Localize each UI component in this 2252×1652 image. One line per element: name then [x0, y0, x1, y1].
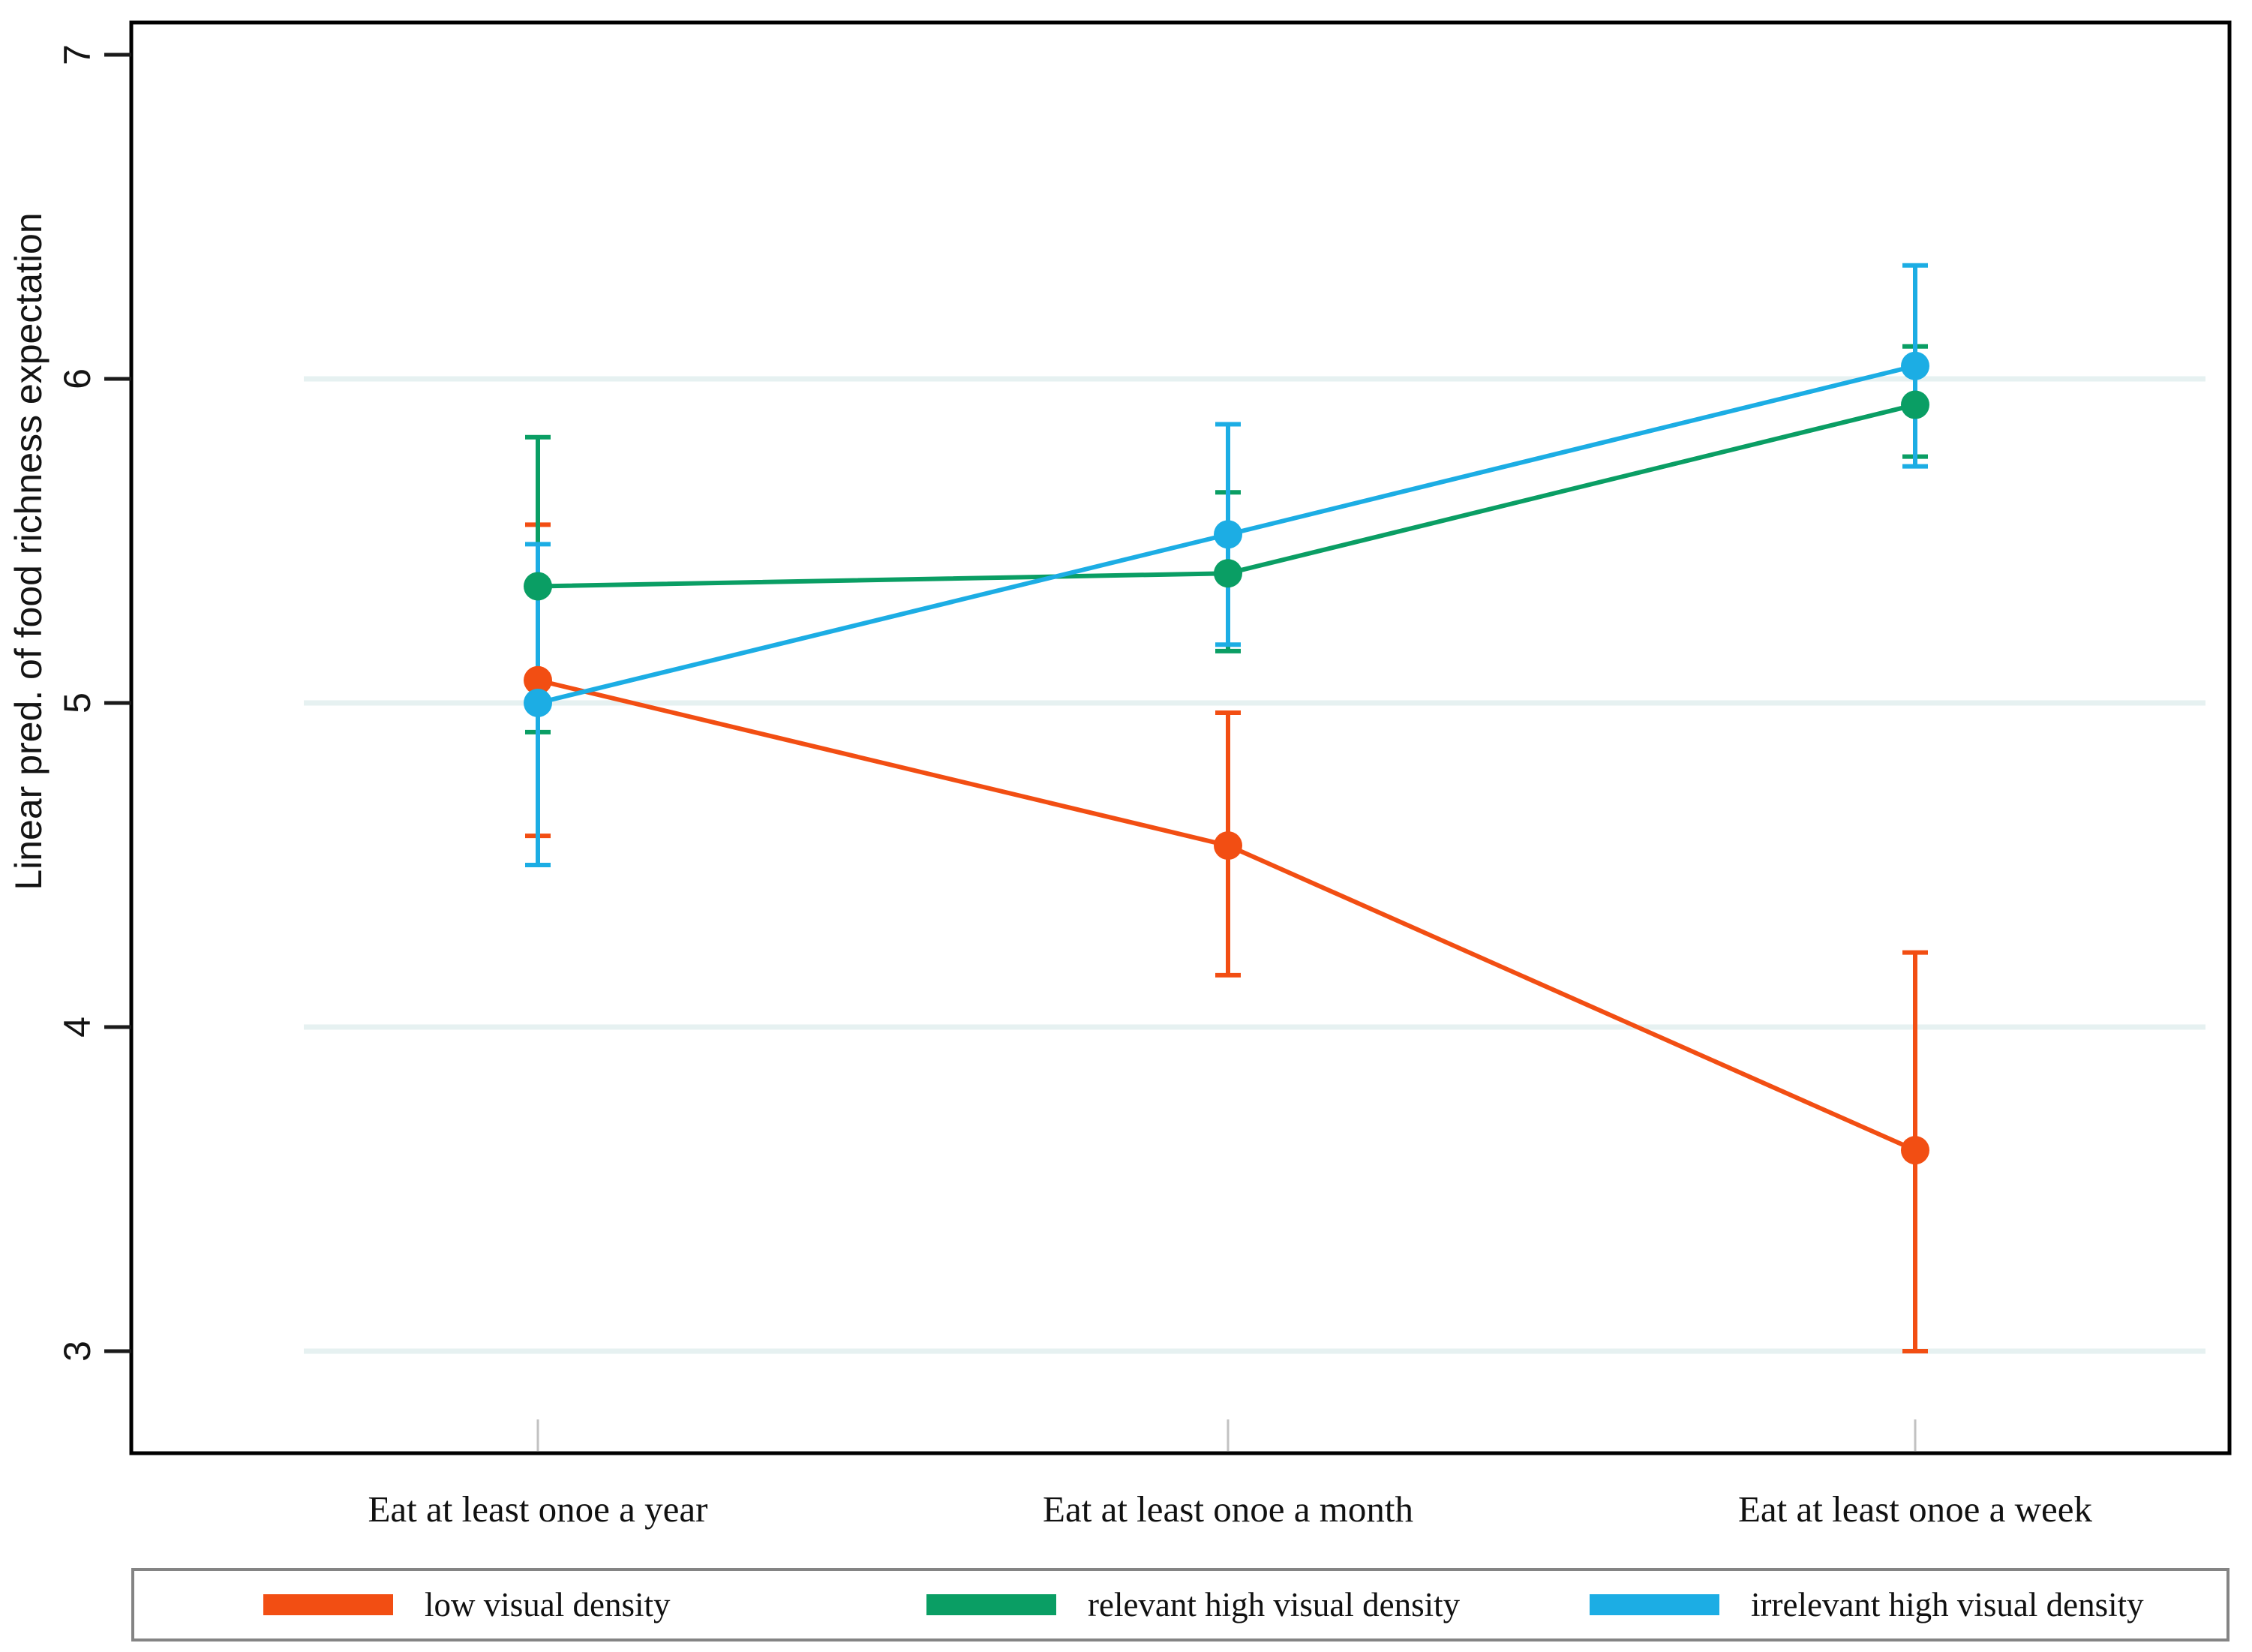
data-point-s2-c2: [1901, 351, 1929, 380]
legend-label-0: low visual density: [425, 1586, 671, 1623]
data-point-s1-c1: [1214, 559, 1242, 588]
data-markers: [524, 351, 1929, 1165]
data-point-s0-c2: [1901, 1136, 1929, 1165]
legend: low visual density relevant high visual d…: [131, 1568, 2229, 1641]
y-tick-label-3: 3: [56, 1341, 98, 1362]
data-point-s0-c0: [524, 665, 552, 695]
data-series: [525, 263, 1928, 1353]
data-point-s1-c2: [1901, 390, 1929, 419]
legend-label-2: irrelevant high visual density: [1751, 1586, 2144, 1623]
x-axis-labels: Eat at least onoe a year Eat at least ono…: [368, 1488, 2092, 1530]
data-point-s0-c1: [1214, 831, 1242, 861]
legend-entry-1: relevant high visual density: [926, 1571, 1460, 1638]
legend-swatch-0: [263, 1594, 393, 1615]
y-tick-labels: 3 4 5 6 7: [56, 44, 98, 1362]
gridlines: [304, 376, 2205, 1354]
y-tick-label-6: 6: [56, 368, 98, 389]
legend-swatch-2: [1590, 1594, 1719, 1615]
y-axis-title: Linear pred. of food richness expectatio…: [8, 212, 50, 891]
y-tick-label-7: 7: [56, 44, 98, 65]
legend-swatch-1: [926, 1594, 1056, 1615]
y-tick-marks: [104, 53, 131, 1353]
legend-entry-2: irrelevant high visual density: [1590, 1571, 2144, 1638]
legend-entry-0: low visual density: [263, 1571, 670, 1638]
x-axis-label-2: Eat at least onoe a week: [1738, 1488, 2093, 1530]
y-tick-label-5: 5: [56, 692, 98, 713]
x-tick-marks: [536, 1419, 1917, 1451]
y-tick-label-4: 4: [56, 1017, 98, 1038]
plot-border: [129, 20, 2232, 1455]
data-point-s1-c0: [524, 572, 552, 601]
x-axis-label-1: Eat at least onoe a month: [1043, 1488, 1413, 1530]
data-point-s2-c1: [1214, 520, 1242, 549]
x-axis-label-0: Eat at least onoe a year: [368, 1488, 707, 1530]
data-point-s2-c0: [524, 689, 552, 717]
plot-area-border: [129, 20, 2232, 1455]
legend-label-1: relevant high visual density: [1088, 1586, 1461, 1623]
